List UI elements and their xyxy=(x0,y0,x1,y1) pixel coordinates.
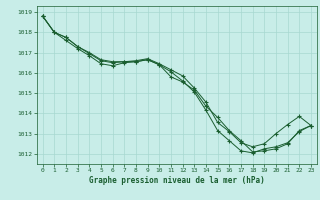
X-axis label: Graphe pression niveau de la mer (hPa): Graphe pression niveau de la mer (hPa) xyxy=(89,176,265,185)
